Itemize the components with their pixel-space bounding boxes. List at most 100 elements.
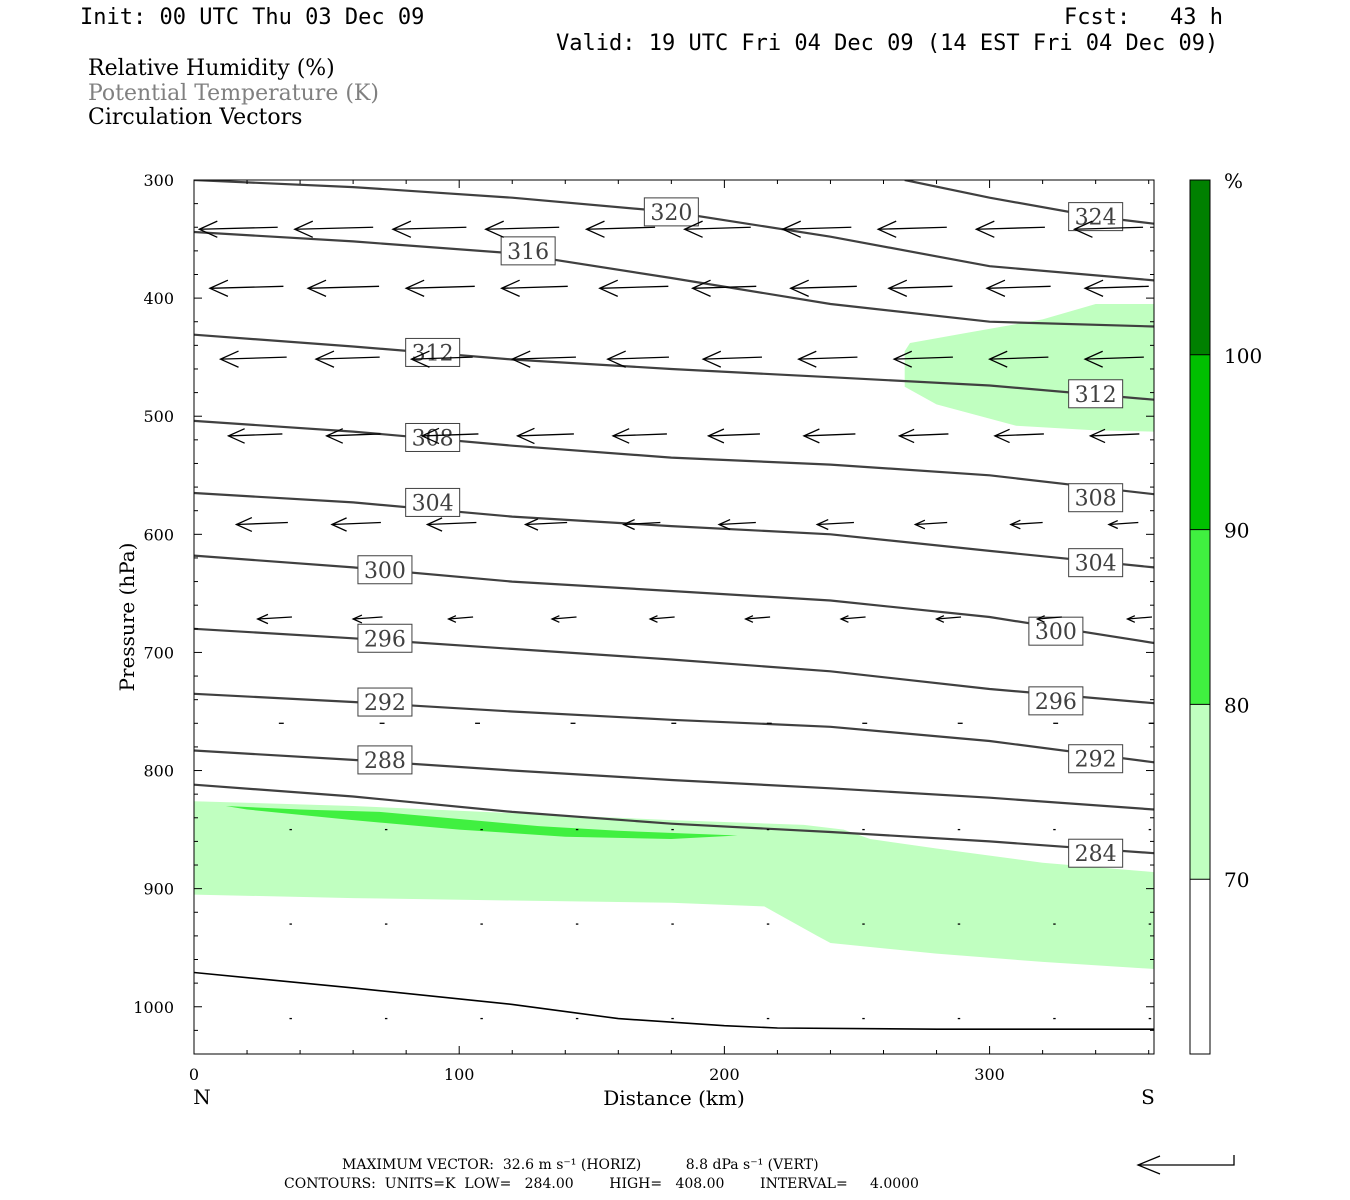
vector-head-5-7 [934, 615, 945, 623]
vector-head-5-5 [744, 615, 754, 623]
reference-vector-head [1136, 1155, 1161, 1175]
colorbar-label-80: 80 [1224, 693, 1249, 717]
vector-head-1-6 [789, 279, 809, 297]
vector-head-3-9 [1088, 428, 1106, 444]
field-theta-label: Potential Temperature (K) [88, 81, 379, 106]
colorbar-frame [1189, 179, 1211, 1055]
vector-shaft-3-2 [422, 433, 479, 437]
vector-shaft-4-6 [817, 521, 854, 526]
vector-head-4-6 [815, 518, 829, 531]
y-tick-label-600: 600 [143, 525, 174, 544]
vector-head-1-5 [690, 279, 711, 297]
vector-head-0-1 [293, 220, 314, 238]
plot-frame [193, 179, 1155, 1055]
theta-contour-300 [194, 554, 1154, 645]
vector-head-2-2 [409, 350, 430, 368]
theta-label-308-1: 308 [1075, 487, 1117, 512]
vector-head-0-4 [584, 220, 605, 238]
vector-shaft-1-4 [599, 285, 669, 289]
vector-shaft-0-8 [976, 226, 1045, 230]
vector-shaft-1-0 [209, 285, 284, 289]
x-tick-label-100: 100 [444, 1065, 475, 1084]
vector-head-1-3 [500, 279, 520, 297]
vector-shaft-0-6 [782, 226, 852, 230]
vector-head-5-3 [550, 615, 560, 623]
vector-head-2-6 [797, 350, 817, 368]
vector-head-0-2 [391, 220, 412, 238]
colorbar-unit: % [1224, 169, 1243, 193]
vector-head-1-4 [598, 279, 619, 297]
vector-shaft-1-8 [986, 285, 1051, 289]
vector-head-2-9 [1083, 350, 1103, 368]
vector-head-3-3 [515, 427, 535, 445]
right-end-label: S [1141, 1085, 1155, 1109]
vector-head-5-0 [256, 613, 269, 625]
vector-shaft-3-4 [612, 433, 667, 437]
y-tick-label-400: 400 [143, 289, 174, 308]
vector-head-3-4 [611, 428, 630, 444]
vector-head-4-1 [330, 517, 347, 532]
vector-shaft-4-2 [427, 521, 477, 526]
vector-shaft-2-3 [512, 356, 576, 360]
vector-head-4-3 [523, 518, 539, 531]
x-tick-label-0: 0 [189, 1065, 199, 1084]
vector-shaft-3-8 [994, 433, 1044, 437]
y-axis-label: Pressure (hPa) [115, 543, 139, 692]
theta-contour-292 [194, 692, 1154, 764]
ground-line [194, 971, 1154, 1030]
vector-shaft-0-3 [485, 226, 560, 230]
colorbar-label-100: 100 [1224, 344, 1262, 368]
theta-label-box-304-1 [1068, 548, 1124, 578]
vector-shaft-0-9 [1074, 226, 1144, 230]
colorbar-segment-3 [1190, 354, 1210, 530]
theta-label-300-1: 300 [1035, 620, 1077, 645]
theta-label-304-0: 304 [412, 491, 454, 516]
plot-axes: 300 400 500 600 700 800 900 1000 0 100 200 300 N S Dis… [115, 171, 1155, 1110]
x-tick-label-200: 200 [709, 1065, 740, 1084]
vector-head-4-8 [1009, 519, 1021, 530]
field-vectors-label: Circulation Vectors [88, 105, 303, 130]
vector-shaft-4-8 [1010, 521, 1043, 526]
theta-contour-312 [194, 333, 1154, 401]
rh-area-70-0 [194, 801, 1154, 969]
vector-head-2-0 [218, 350, 239, 368]
colorbar: 70 80 90 100% [1189, 169, 1262, 1055]
forecast-hour: Fcst: 43 h [1064, 5, 1223, 30]
vector-shaft-0-2 [392, 226, 467, 230]
vector-shaft-5-9 [1127, 616, 1153, 620]
y-tick-label-300: 300 [143, 171, 174, 190]
theta-label-box-312-1 [1068, 379, 1124, 409]
vector-shaft-2-2 [411, 356, 473, 360]
theta-label-304-1: 304 [1075, 552, 1117, 577]
vector-shaft-2-7 [894, 356, 953, 360]
vector-head-0-9 [1072, 220, 1093, 238]
y-tick-label-800: 800 [143, 762, 174, 781]
vector-shaft-1-7 [888, 285, 953, 289]
colorbar-segment-1 [1190, 704, 1210, 880]
vector-shaft-2-1 [315, 356, 380, 360]
vector-head-5-9 [1125, 615, 1136, 623]
colorbar-label-70: 70 [1224, 868, 1249, 892]
left-end-label: N [193, 1085, 211, 1109]
vector-shaft-5-7 [936, 616, 962, 620]
colorbar-segment-2 [1190, 529, 1210, 705]
vector-shaft-5-1 [353, 616, 383, 620]
vector-head-2-3 [510, 350, 531, 368]
y-tick-label-1000: 1000 [133, 998, 174, 1017]
theta-label-box-292-0 [357, 687, 413, 717]
vector-shaft-0-1 [294, 226, 374, 230]
vector-shaft-3-1 [326, 433, 381, 437]
y-tick-label-500: 500 [143, 407, 174, 426]
vector-shaft-5-3 [551, 616, 577, 620]
vector-shaft-1-9 [1085, 285, 1149, 289]
vector-shaft-4-4 [623, 521, 661, 526]
valid-time: Valid: 19 UTC Fri 04 Dec 09 (14 EST Fri … [556, 31, 1219, 56]
vector-shaft-4-0 [236, 521, 288, 526]
vector-head-3-2 [420, 427, 440, 445]
vector-head-2-8 [987, 350, 1008, 368]
theta-contour-288 [194, 749, 1154, 811]
circulation-vectors [197, 220, 1154, 1020]
theta-label-box-316-0 [500, 236, 556, 266]
theta-contours: 284 288 292 292 296 296 300 300 304 304 308 308 312 3… [194, 180, 1154, 1030]
